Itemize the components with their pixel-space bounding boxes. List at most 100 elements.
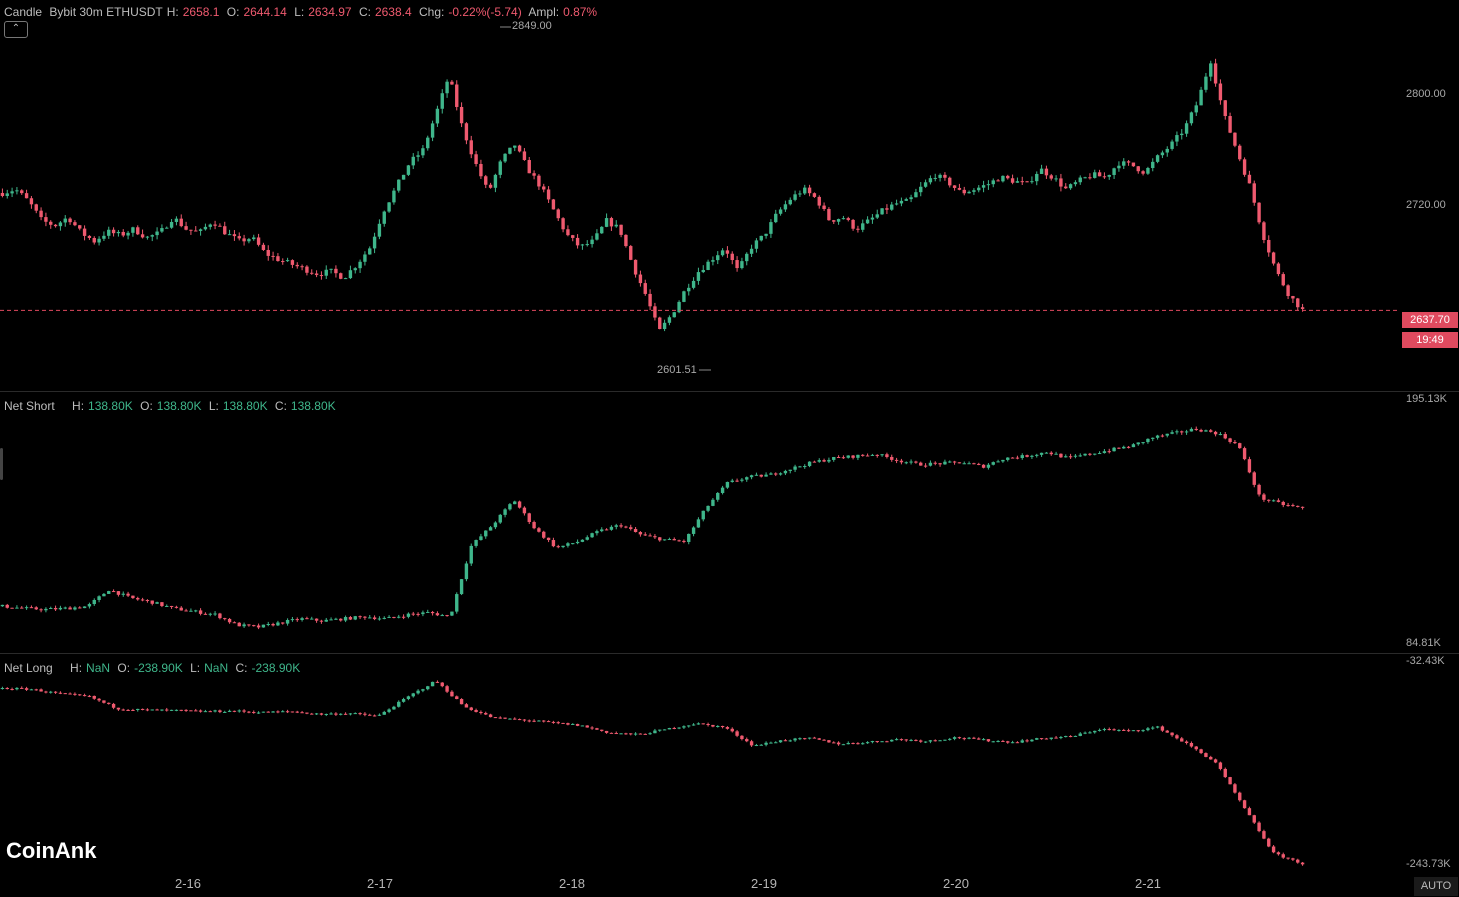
net-short-candle[interactable] (972, 463, 976, 465)
price-candle[interactable] (1112, 168, 1116, 175)
net-short-candle[interactable] (981, 464, 986, 468)
net-long-candle[interactable] (1262, 831, 1266, 839)
net-short-candle[interactable] (1064, 456, 1068, 458)
price-candle[interactable] (580, 244, 585, 246)
net-long-candle[interactable] (411, 693, 415, 697)
price-candle[interactable] (1286, 285, 1290, 297)
net-short-candle[interactable] (556, 546, 560, 548)
net-short-candle[interactable] (421, 612, 425, 615)
price-candle[interactable] (1136, 166, 1140, 172)
net-short-candle[interactable] (53, 607, 58, 610)
net-long-candle[interactable] (914, 739, 918, 741)
net-short-candle[interactable] (1151, 437, 1155, 439)
net-long-candle[interactable] (1233, 784, 1237, 793)
price-candle[interactable] (92, 237, 96, 243)
net-short-candle[interactable] (585, 537, 589, 540)
price-candle[interactable] (991, 180, 995, 185)
net-long-candle[interactable] (20, 687, 24, 689)
price-candle[interactable] (107, 229, 111, 236)
net-long-candle[interactable] (899, 739, 904, 741)
net-short-candle[interactable] (1122, 446, 1126, 449)
net-short-candle[interactable] (1097, 453, 1102, 455)
net-long-candle[interactable] (556, 722, 560, 724)
net-short-candle[interactable] (996, 461, 1000, 463)
net-long-candle[interactable] (614, 733, 618, 735)
net-short-candle[interactable] (1300, 506, 1305, 508)
net-long-candle[interactable] (1184, 741, 1189, 744)
net-long-candle[interactable] (169, 709, 174, 711)
net-short-candle[interactable] (213, 613, 217, 615)
net-long-candle[interactable] (706, 724, 710, 726)
net-long-candle[interactable] (662, 729, 667, 731)
price-candle[interactable] (662, 322, 667, 330)
price-candle[interactable] (1204, 76, 1208, 90)
net-short-candle[interactable] (358, 616, 362, 618)
net-long-candle[interactable] (1006, 741, 1010, 743)
net-short-candle[interactable] (276, 622, 280, 626)
net-long-candle[interactable] (696, 723, 701, 725)
net-short-candle[interactable] (1015, 457, 1020, 459)
price-candle[interactable] (604, 218, 609, 227)
net-long-candle[interactable] (503, 717, 507, 719)
price-candle[interactable] (841, 218, 846, 220)
price-candle[interactable] (310, 272, 314, 274)
net-long-candle[interactable] (807, 737, 812, 739)
net-long-candle[interactable] (948, 738, 952, 740)
net-short-candle[interactable] (875, 454, 879, 456)
price-candle[interactable] (63, 218, 67, 223)
net-long-candle[interactable] (865, 742, 870, 744)
price-candle[interactable] (155, 231, 159, 236)
net-long-candle[interactable] (725, 727, 730, 729)
net-long-candle[interactable] (1073, 735, 1078, 737)
price-candle[interactable] (20, 190, 24, 194)
net-long-candle[interactable] (208, 711, 212, 713)
price-candle[interactable] (957, 187, 962, 190)
net-short-candle[interactable] (474, 540, 478, 546)
net-long-candle[interactable] (986, 739, 991, 742)
net-long-candle[interactable] (358, 713, 362, 715)
net-long-candle[interactable] (619, 733, 623, 735)
net-long-candle[interactable] (1044, 738, 1049, 740)
net-long-candle[interactable] (194, 710, 198, 712)
net-short-candle[interactable] (764, 474, 768, 477)
net-short-candle[interactable] (1093, 453, 1097, 455)
net-long-candle[interactable] (310, 713, 314, 715)
net-short-candle[interactable] (1025, 455, 1029, 457)
price-candle[interactable] (305, 266, 309, 273)
price-candle[interactable] (440, 93, 444, 109)
price-candle[interactable] (474, 154, 478, 164)
net-long-candle[interactable] (561, 722, 565, 724)
net-long-candle[interactable] (735, 731, 739, 736)
net-short-candle[interactable] (15, 607, 19, 609)
price-candle[interactable] (556, 209, 560, 219)
net-short-candle[interactable] (590, 533, 594, 538)
price-candle[interactable] (314, 273, 319, 276)
price-candle[interactable] (566, 229, 570, 236)
price-candle[interactable] (551, 199, 556, 210)
price-candle[interactable] (1122, 161, 1126, 166)
net-long-candle[interactable] (745, 739, 749, 742)
net-short-candle[interactable] (517, 501, 522, 508)
net-long-candle[interactable] (319, 713, 324, 715)
net-short-candle[interactable] (1088, 453, 1092, 455)
price-candle[interactable] (1102, 176, 1107, 178)
price-candle[interactable] (49, 221, 53, 225)
net-long-candle[interactable] (430, 681, 435, 687)
price-candle[interactable] (1252, 183, 1256, 203)
net-short-candle[interactable] (430, 611, 435, 614)
net-long-candle[interactable] (1107, 729, 1111, 731)
price-candle[interactable] (281, 261, 285, 263)
net-short-candle[interactable] (682, 540, 686, 542)
net-short-candle[interactable] (73, 607, 77, 610)
net-short-candle[interactable] (1170, 432, 1174, 434)
price-candle[interactable] (126, 232, 130, 236)
net-short-candle[interactable] (184, 610, 188, 612)
net-long-candle[interactable] (348, 713, 353, 715)
price-candle[interactable] (136, 227, 140, 235)
price-candle[interactable] (948, 177, 952, 186)
price-candle[interactable] (513, 145, 517, 148)
net-short-candle[interactable] (725, 481, 730, 488)
net-long-candle[interactable] (29, 689, 34, 691)
net-short-candle[interactable] (542, 531, 546, 538)
net-short-candle[interactable] (136, 598, 140, 600)
